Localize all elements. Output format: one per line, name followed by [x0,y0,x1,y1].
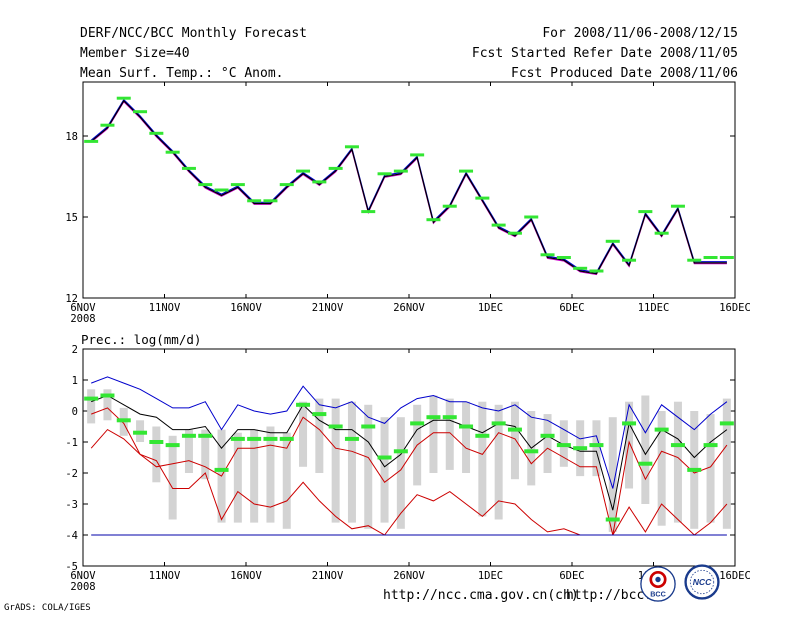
grads-credit: GrADS: COLA/IGES [4,603,91,613]
temp-xtick-label: 16NOV [230,302,262,314]
prec-spread-bar [152,426,161,483]
temp-xtick-label: 11DEC [638,302,670,314]
prec-spread-bar [266,426,275,523]
temp-mean-line-1 [90,100,727,276]
prec-spread-bar [478,401,487,517]
prec-spread-bar [347,401,356,523]
prec-xtick-label: 26NOV [393,570,425,582]
temp-xtick-label: 6DEC [559,302,584,314]
prec-year-label: 2008 [70,581,95,593]
prec-line-lower-envelope [91,407,728,536]
temp-year-label: 2008 [70,313,95,325]
prec-spread-bar [462,401,471,473]
temp-ytick-label: 18 [65,131,78,143]
chart-title: DERF/NCC/BCC Monthly Forecast [80,26,307,41]
temp-xtick-label: 1DEC [478,302,503,314]
header-left: DERF/NCC/BCC Monthly Forecast Member Siz… [80,24,307,84]
header-right: For 2008/11/06-2008/12/15 Fcst Started R… [472,24,738,84]
ncc-logo-text: NCC [693,577,712,587]
temp-xtick-label: 16DEC [719,302,751,314]
prec-spread-bar [184,429,193,473]
prec-spread-bar [608,417,617,532]
temp-mean-line-0 [90,98,727,274]
prec-xtick-label: 16NOV [230,570,262,582]
temp-xtick-label: 21NOV [312,302,344,314]
prec-spread-bar [429,395,438,473]
prec-spread-bar [706,414,715,523]
bcc-logo-text: BCC [650,590,666,599]
prec-ytick-label: -1 [65,437,78,449]
temp-frame [82,81,736,299]
prec-ytick-label: -4 [65,530,78,542]
temp-ytick-label: 12 [65,293,78,305]
prec-spread-bar [233,432,242,523]
prec-xtick-label: 11NOV [149,570,181,582]
prec-line-ensemble-mean [91,394,728,511]
temperature-panel: 6NOV 11NOV 16NOV 21NOV 26NOV 1DEC 6DEC 11DEC 16D… [65,81,751,325]
temp-ytick-label: 15 [65,212,78,224]
prec-spread-bar [641,395,650,504]
prec-xtick-label: 21NOV [312,570,344,582]
prec-spread-bar [331,398,340,523]
prec-ytick-label: 2 [72,344,78,356]
prec-spread-bar [657,411,666,526]
prec-spread-bar [168,435,177,520]
prec-spread-bar [445,398,454,470]
precipitation-panel: 6NOV11NOV16NOV21NOV26NOV1DEC6DEC11DEC16D… [65,344,750,593]
prec-spread-bar [282,432,291,529]
prec-xtick-label: 1DEC [478,570,503,582]
start-date: Fcst Started Refer Date 2008/11/05 [471,46,738,61]
prec-xtick-label: 16DEC [719,570,751,582]
prec-spread-bar [673,401,682,523]
prec-spread-bar [315,398,324,473]
prec-spread-bar [380,417,389,523]
temp-xtick-label: 26NOV [393,302,425,314]
prec-spread-bar [103,389,112,421]
bcc-logo-icon: BCC [640,566,676,602]
precipitation-title: Prec.: log(mm/d) [81,332,201,347]
temp-xtick-label: 11NOV [149,302,181,314]
produced-date: Fcst Produced Date 2008/11/06 [511,66,738,81]
prec-spread-bar [722,398,731,529]
prec-spread-bar [250,429,259,523]
forecast-period: For 2008/11/06-2008/12/15 [542,26,738,41]
prec-ytick-label: 1 [72,375,78,387]
prec-ytick-label: 0 [72,406,78,418]
prec-ytick-label: -5 [65,561,78,573]
prec-line-upper-bound [91,376,728,489]
prec-spread-bar [87,389,96,424]
prec-spread-bar [510,401,519,480]
prec-line-lower-bound [90,416,728,536]
ncc-logo-icon: NCC [684,564,720,600]
prec-spread-bar [396,417,405,529]
prec-ytick-label: -2 [65,468,78,480]
temp-mean-line-2 [90,99,727,275]
prec-xtick-label: 6DEC [559,570,584,582]
prec-xtick-label: 6NOV [70,570,96,582]
temp-xtick-label: 6NOV [70,302,96,314]
variable-label: Mean Surf. Temp.: °C Anom. [80,66,284,81]
prec-ytick-label: -3 [65,499,78,511]
prec-spread-bar [592,420,601,477]
prec-spread-bar [543,414,552,473]
member-size: Member Size=40 [80,46,190,61]
prec-spread-bar [364,404,373,529]
prec-spread-bar [201,429,210,480]
prec-spread-bar [299,401,308,467]
ncc-url-link[interactable]: http://ncc.cma.gov.cn(ch) [383,588,579,603]
bcc-url-link[interactable]: http://bcc.c [566,588,660,603]
prec-spread-bar [494,404,503,520]
